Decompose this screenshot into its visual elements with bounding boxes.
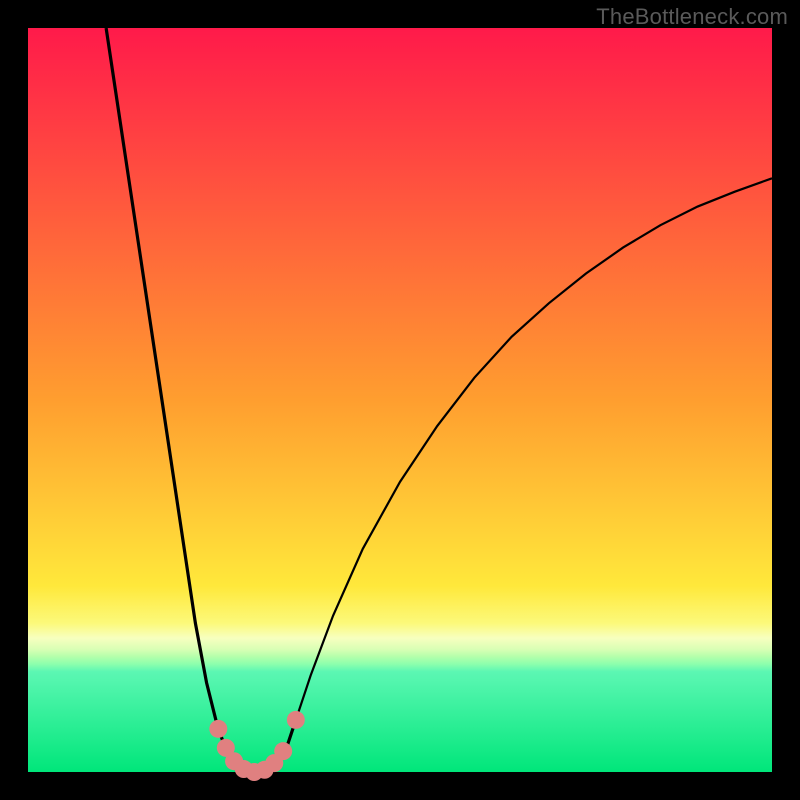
data-marker [209,720,227,738]
markers-group [209,711,305,781]
chart-svg [0,0,800,800]
data-marker [274,742,292,760]
watermark-text: TheBottleneck.com [596,4,788,30]
curve-right [296,178,772,720]
data-marker [287,711,305,729]
curve-left [106,28,296,772]
chart-container: TheBottleneck.com [0,0,800,800]
curves-group [106,28,772,772]
